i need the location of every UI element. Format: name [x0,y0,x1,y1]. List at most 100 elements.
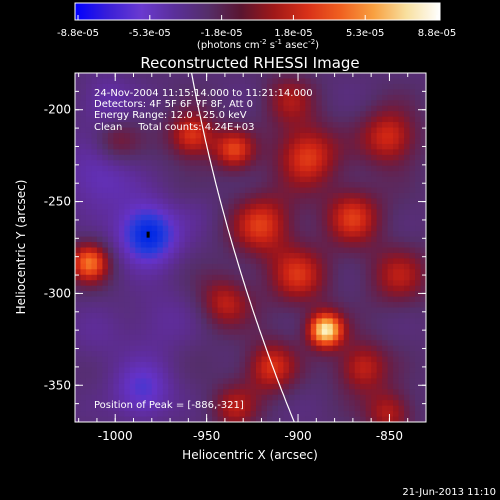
heatmap-cell [321,160,328,167]
heatmap-cell [365,345,372,352]
heatmap-cell [316,160,323,167]
heatmap-cell [360,280,367,287]
heatmap-cell [382,122,389,129]
heatmap-cell [118,209,125,216]
heatmap-cell [327,252,334,260]
heatmap-cell [365,383,372,390]
heatmap-cell [190,269,197,276]
heatmap-cell [151,105,158,112]
heatmap-cell [146,258,153,265]
heatmap-cell [305,252,312,260]
heatmap-cell [365,323,372,330]
heatmap-cell [107,389,114,396]
heatmap-cell [80,73,87,80]
heatmap-cell [234,171,241,178]
heatmap-cell [277,209,285,216]
heatmap-cell [75,73,82,80]
heatmap-cell [157,362,164,369]
heatmap-cell [255,302,263,309]
heatmap-cell [261,356,268,363]
heatmap-cell [80,231,87,238]
heatmap-cell [140,176,147,183]
heatmap-cell [404,214,411,221]
heatmap-cell [332,236,339,243]
heatmap-cell [277,269,285,276]
heatmap-cell [382,149,389,156]
heatmap-cell [343,394,350,401]
heatmap-cell [393,231,400,238]
heatmap-cell [338,372,345,379]
heatmap-cell [217,340,224,347]
heatmap-cell [245,389,252,396]
heatmap-cell [294,231,301,238]
heatmap-cell [261,127,268,134]
heatmap-cell [250,345,257,352]
heatmap-cell [404,274,411,281]
heatmap-cell [162,138,169,145]
heatmap-cell [223,111,230,118]
heatmap-cell [157,105,164,112]
heatmap-cell [239,389,246,396]
heatmap-cell [162,400,169,407]
heatmap-cell [223,214,230,221]
heatmap-cell [228,192,235,200]
heatmap-cell [371,143,378,150]
heatmap-cell [266,411,274,418]
heatmap-cell [245,192,252,200]
heatmap-cell [129,280,136,287]
heatmap-cell [75,138,82,145]
heatmap-cell [129,214,136,221]
heatmap-cell [288,291,295,298]
heatmap-cell [91,127,98,134]
heatmap-cell [321,165,328,172]
heatmap-cell [354,334,361,341]
heatmap-cell [85,247,93,254]
heatmap-cell [190,154,197,161]
heatmap-cell [228,383,235,390]
heatmap-cell [190,165,197,172]
heatmap-cell [343,340,350,347]
heatmap-cell [113,154,120,161]
heatmap-cell [113,345,120,352]
heatmap-cell [173,351,180,358]
heatmap-cell [398,285,405,292]
colorbar-tick-label: 1.8e-05 [274,28,312,39]
heatmap-cell [80,209,87,216]
heatmap-cell [107,192,114,200]
heatmap-cell [212,132,219,140]
heatmap-cell [75,389,82,396]
heatmap-cell [173,274,180,281]
heatmap-cell [376,291,383,298]
heatmap-cell [305,351,312,358]
heatmap-cell [272,329,279,336]
heatmap-cell [96,340,104,347]
heatmap-cell [157,340,164,347]
heatmap-cell [404,416,411,422]
heatmap-cell [316,258,323,265]
heatmap-cell [409,187,416,194]
heatmap-cell [212,111,219,118]
heatmap-cell [387,411,394,418]
heatmap-cell [288,171,295,178]
heatmap-cell [173,198,180,205]
heatmap-cell [135,383,142,390]
heatmap-cell [420,383,426,390]
heatmap-cell [184,122,191,129]
heatmap-cell [239,105,246,112]
heatmap-cell [365,127,372,134]
heatmap-cell [107,383,114,390]
heatmap-cell [190,247,197,254]
heatmap-cell [327,111,334,118]
heatmap-cell [283,83,290,90]
heatmap-cell [96,122,104,129]
heatmap-cell [146,274,153,281]
heatmap-cell [146,362,153,369]
heatmap-cell [266,160,274,167]
heatmap-cell [91,236,98,243]
heatmap-cell [173,334,180,341]
heatmap-cell [354,258,361,265]
heatmap-cell [327,209,334,216]
heatmap-cell [371,182,378,189]
heatmap-cell [354,291,361,298]
heatmap-cell [332,94,339,101]
